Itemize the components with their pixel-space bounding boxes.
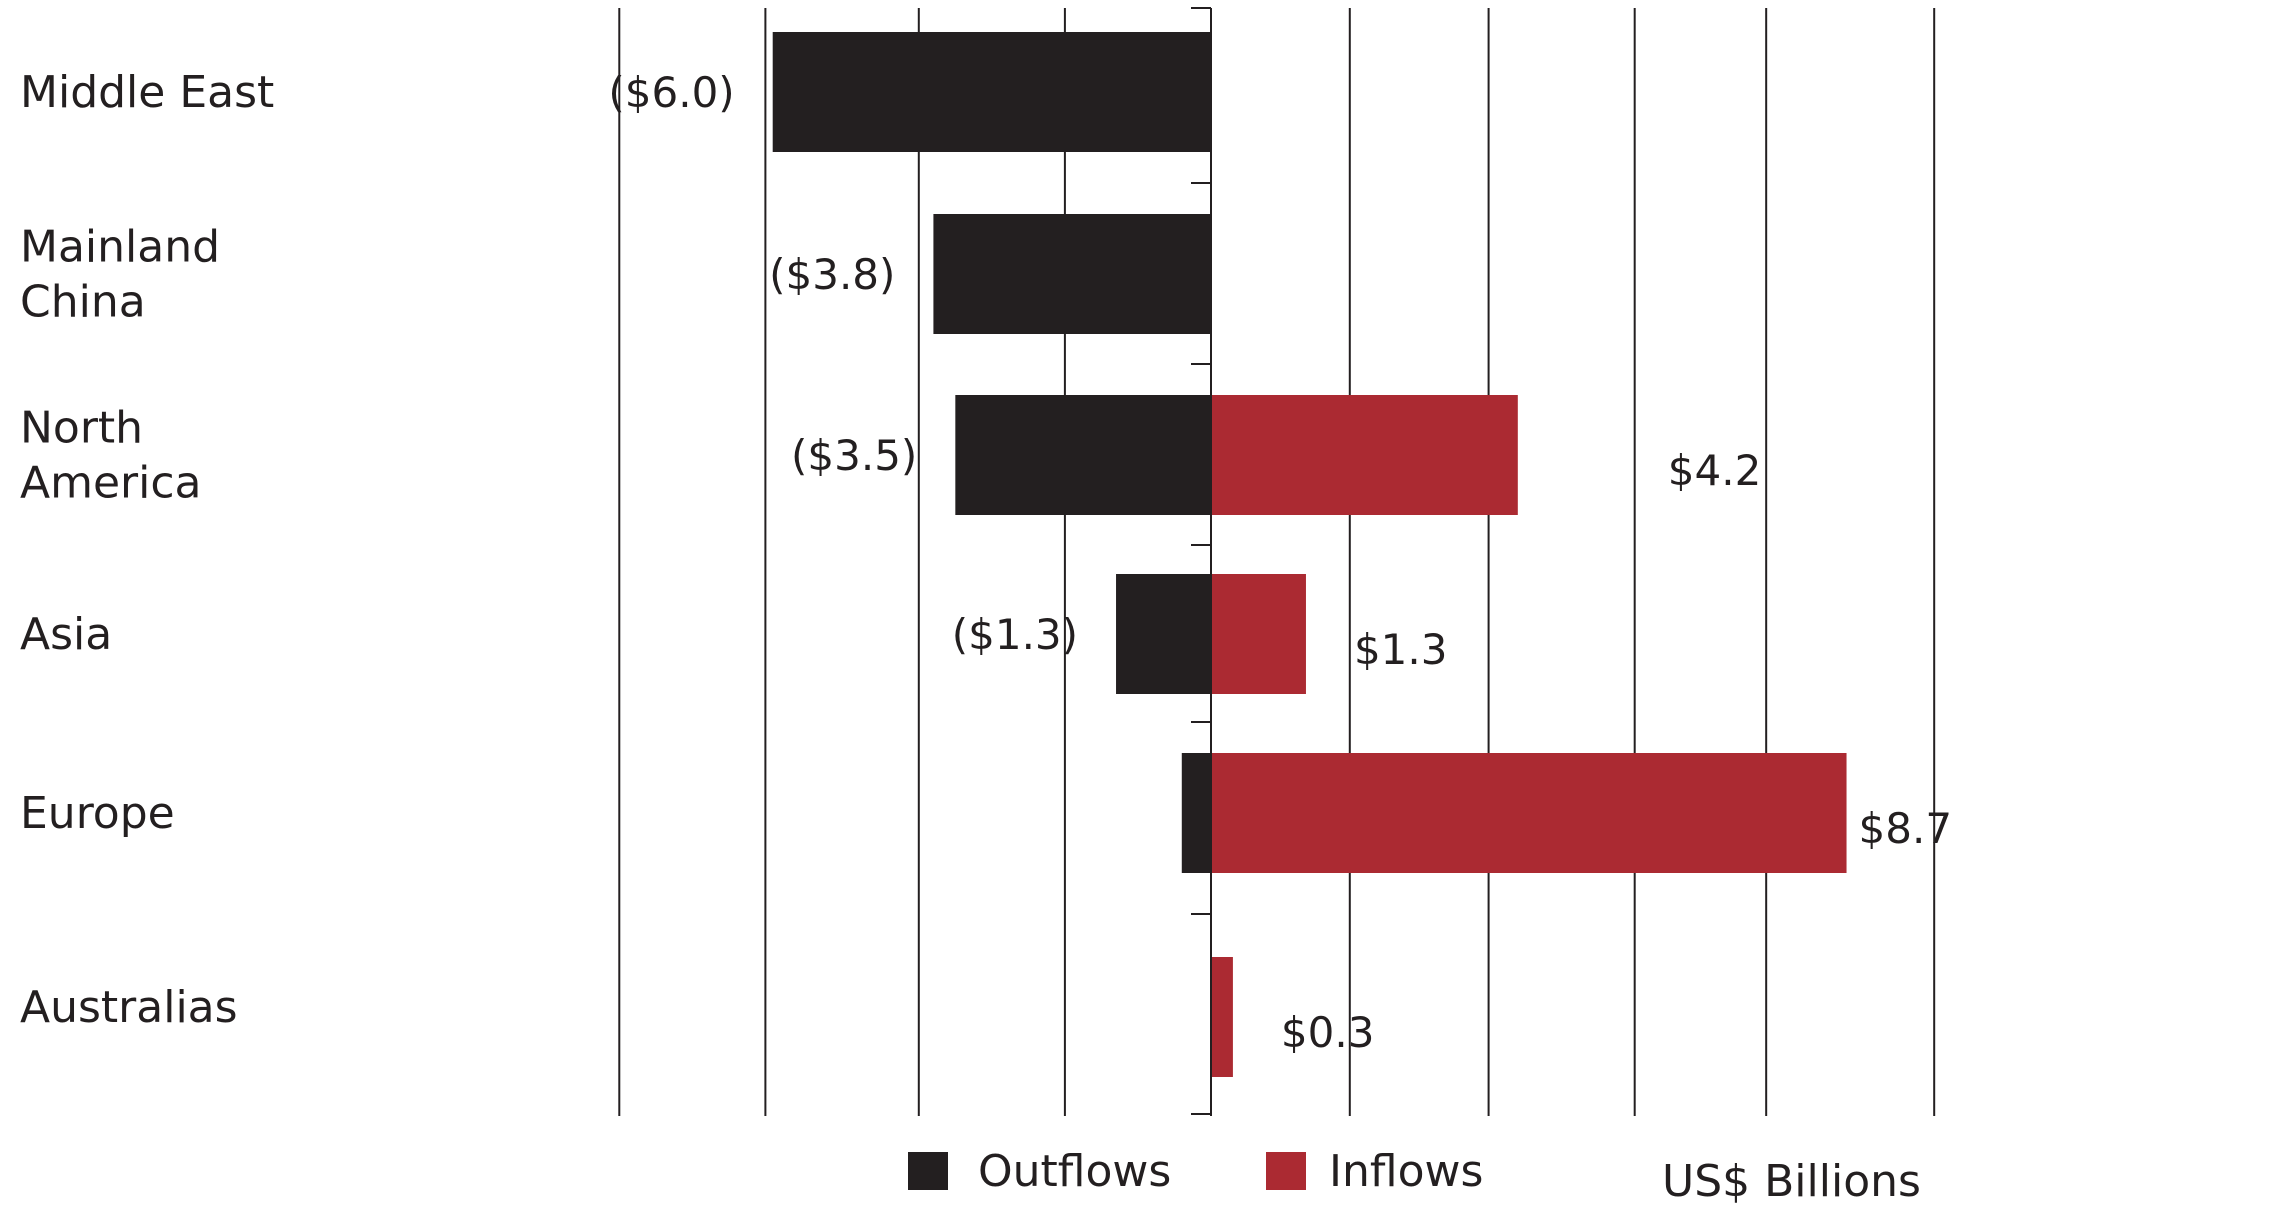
- category-label-2: North America: [20, 403, 202, 509]
- value-label-outflows-3: ($1.3): [952, 610, 1078, 659]
- value-label-inflows-5: $0.3: [1281, 1008, 1375, 1057]
- legend-label-inflows: Inflows: [1329, 1146, 1483, 1197]
- legend-swatch-inflows: [1266, 1152, 1306, 1190]
- bar-outflows-3: [1116, 574, 1211, 694]
- value-label-outflows-2: ($3.5): [791, 431, 917, 480]
- value-label-inflows-3: $1.3: [1354, 625, 1448, 674]
- category-label-0: Middle East: [20, 67, 274, 118]
- bar-inflows-4: [1211, 753, 1847, 873]
- bar-inflows-2: [1211, 395, 1518, 515]
- bars: [772, 32, 1847, 1077]
- value-label-inflows-4: $8.7: [1859, 804, 1953, 853]
- value-label-outflows-1: ($3.8): [769, 250, 895, 299]
- bar-outflows-4: [1181, 753, 1211, 873]
- value-label-outflows-0: ($6.0): [608, 68, 734, 117]
- legend: Outflows Inflows US$ Billions: [908, 1146, 1921, 1207]
- zero-axis: [1191, 7, 1212, 1116]
- bar-inflows-5: [1211, 957, 1233, 1077]
- x-axis-label: US$ Billions: [1662, 1156, 1921, 1207]
- gridlines: [618, 8, 1936, 1116]
- bar-outflows-1: [933, 214, 1211, 334]
- category-label-3: Asia: [20, 609, 112, 660]
- legend-label-outflows: Outflows: [978, 1146, 1171, 1197]
- value-label-inflows-2: $4.2: [1668, 446, 1762, 495]
- bar-outflows-0: [772, 32, 1211, 152]
- bar-outflows-2: [955, 395, 1211, 515]
- legend-swatch-outflows: [908, 1152, 948, 1190]
- category-labels: Middle East Mainland China North America Asia…: [20, 67, 274, 1033]
- bar-inflows-3: [1211, 574, 1306, 694]
- category-label-1: Mainland China: [20, 222, 220, 328]
- category-label-5: Australias: [20, 982, 238, 1033]
- value-labels: ($6.0) ($3.8) ($3.5) $4.2 ($1.3) $1.3 $8.7 $0.3: [608, 68, 1952, 1057]
- category-label-4: Europe: [20, 788, 175, 839]
